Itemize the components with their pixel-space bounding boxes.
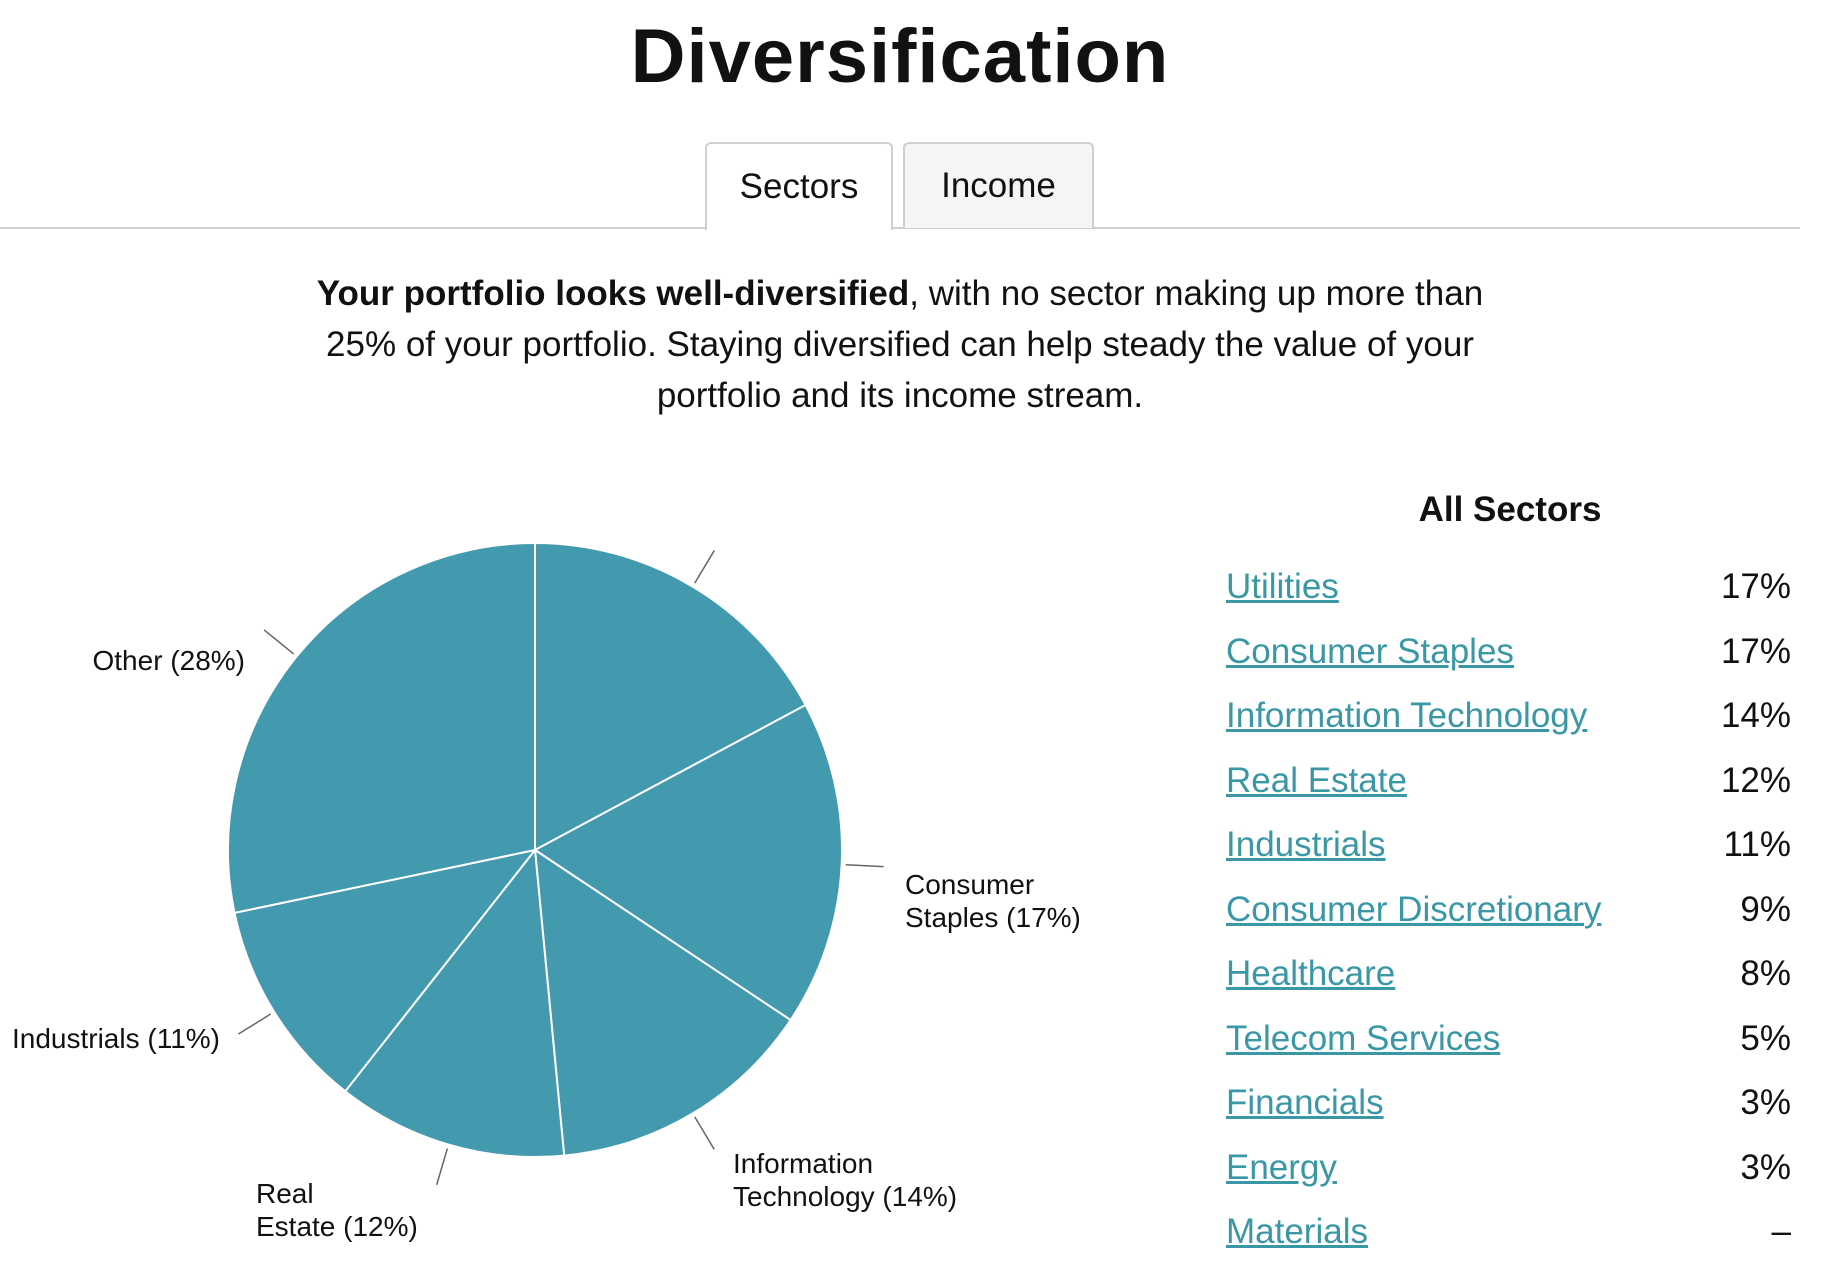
- sector-row: Telecom Services 5%: [1226, 1007, 1791, 1072]
- sector-link[interactable]: Industrials: [1226, 825, 1386, 865]
- pie-leader-line: [694, 1116, 715, 1150]
- sector-row: Consumer Discretionary 9%: [1226, 878, 1791, 943]
- sector-link[interactable]: Telecom Services: [1226, 1018, 1501, 1058]
- pie-slice: [533, 848, 792, 1157]
- sector-link[interactable]: Information Technology: [1226, 696, 1588, 736]
- tabs-divider: [0, 227, 1800, 229]
- pie-leader-line: [238, 1013, 272, 1035]
- sector-row: Energy 3%: [1226, 1136, 1791, 1201]
- pie-leader-line: [694, 550, 715, 584]
- sector-percentage: 5%: [1740, 1018, 1791, 1058]
- sector-percentage: 3%: [1740, 1083, 1791, 1123]
- sector-percentage: 14%: [1720, 696, 1791, 736]
- summary-text: , with no sector making up more than 25%…: [326, 274, 1484, 415]
- sector-row: Financials 3%: [1226, 1071, 1791, 1136]
- sector-row: Healthcare 8%: [1226, 942, 1791, 1007]
- diversification-summary: Your portfolio looks well-diversified, w…: [280, 268, 1520, 421]
- pie-slice: [534, 541, 807, 852]
- pie-leader-line: [263, 629, 295, 655]
- pie-slice: [343, 847, 566, 1158]
- sector-row: Industrials 11%: [1226, 813, 1791, 878]
- sector-row: Materials –: [1226, 1200, 1791, 1265]
- pie-slice-label: Consumer Staples (17%): [905, 869, 1081, 933]
- pie-slice-label: Real Estate (12%): [256, 1178, 418, 1242]
- pie-slice-label: Industrials (11%): [12, 1023, 220, 1054]
- pie-leader-line: [435, 1148, 449, 1186]
- sector-link[interactable]: Energy: [1226, 1147, 1337, 1187]
- sector-link[interactable]: Financials: [1226, 1083, 1384, 1123]
- sector-link[interactable]: Utilities: [1226, 567, 1339, 607]
- pie-slice: [233, 848, 538, 1093]
- pie-slice: [533, 703, 843, 1022]
- sector-percentage: –: [1771, 1212, 1791, 1252]
- page-title: Diversification: [630, 14, 1170, 99]
- sector-percentage: 17%: [1720, 567, 1791, 607]
- tab-income[interactable]: Income: [903, 142, 1094, 228]
- sector-percentage: 9%: [1740, 889, 1791, 929]
- pie-slice-label: Other (28%): [93, 645, 246, 676]
- pie-slice: [227, 541, 536, 915]
- sector-link[interactable]: Real Estate: [1226, 760, 1407, 800]
- sector-link[interactable]: Materials: [1226, 1212, 1368, 1252]
- pie-leader-line: [845, 864, 884, 868]
- sector-row: Information Technology 14%: [1226, 684, 1791, 749]
- sector-row: Utilities 17%: [1226, 555, 1791, 620]
- sector-list: Utilities 17% Consumer Staples 17% Informati…: [1226, 555, 1791, 1265]
- sector-row: Consumer Staples 17%: [1226, 620, 1791, 685]
- sector-percentage: 12%: [1720, 760, 1791, 800]
- summary-highlight: Your portfolio looks well-diversified: [316, 274, 910, 313]
- sector-link[interactable]: Consumer Discretionary: [1226, 889, 1602, 929]
- sector-link[interactable]: Healthcare: [1226, 954, 1396, 994]
- sector-row: Real Estate 12%: [1226, 749, 1791, 814]
- sector-percentage: 3%: [1740, 1147, 1791, 1187]
- sector-percentage: 11%: [1723, 825, 1791, 865]
- all-sectors-heading: All Sectors: [1418, 490, 1602, 529]
- sector-percentage: 8%: [1740, 954, 1791, 994]
- pie-slice-label: Information Technology (14%): [733, 1148, 957, 1212]
- tab-sectors[interactable]: Sectors: [705, 142, 893, 230]
- sector-link[interactable]: Consumer Staples: [1226, 631, 1514, 671]
- sector-percentage: 17%: [1720, 631, 1791, 671]
